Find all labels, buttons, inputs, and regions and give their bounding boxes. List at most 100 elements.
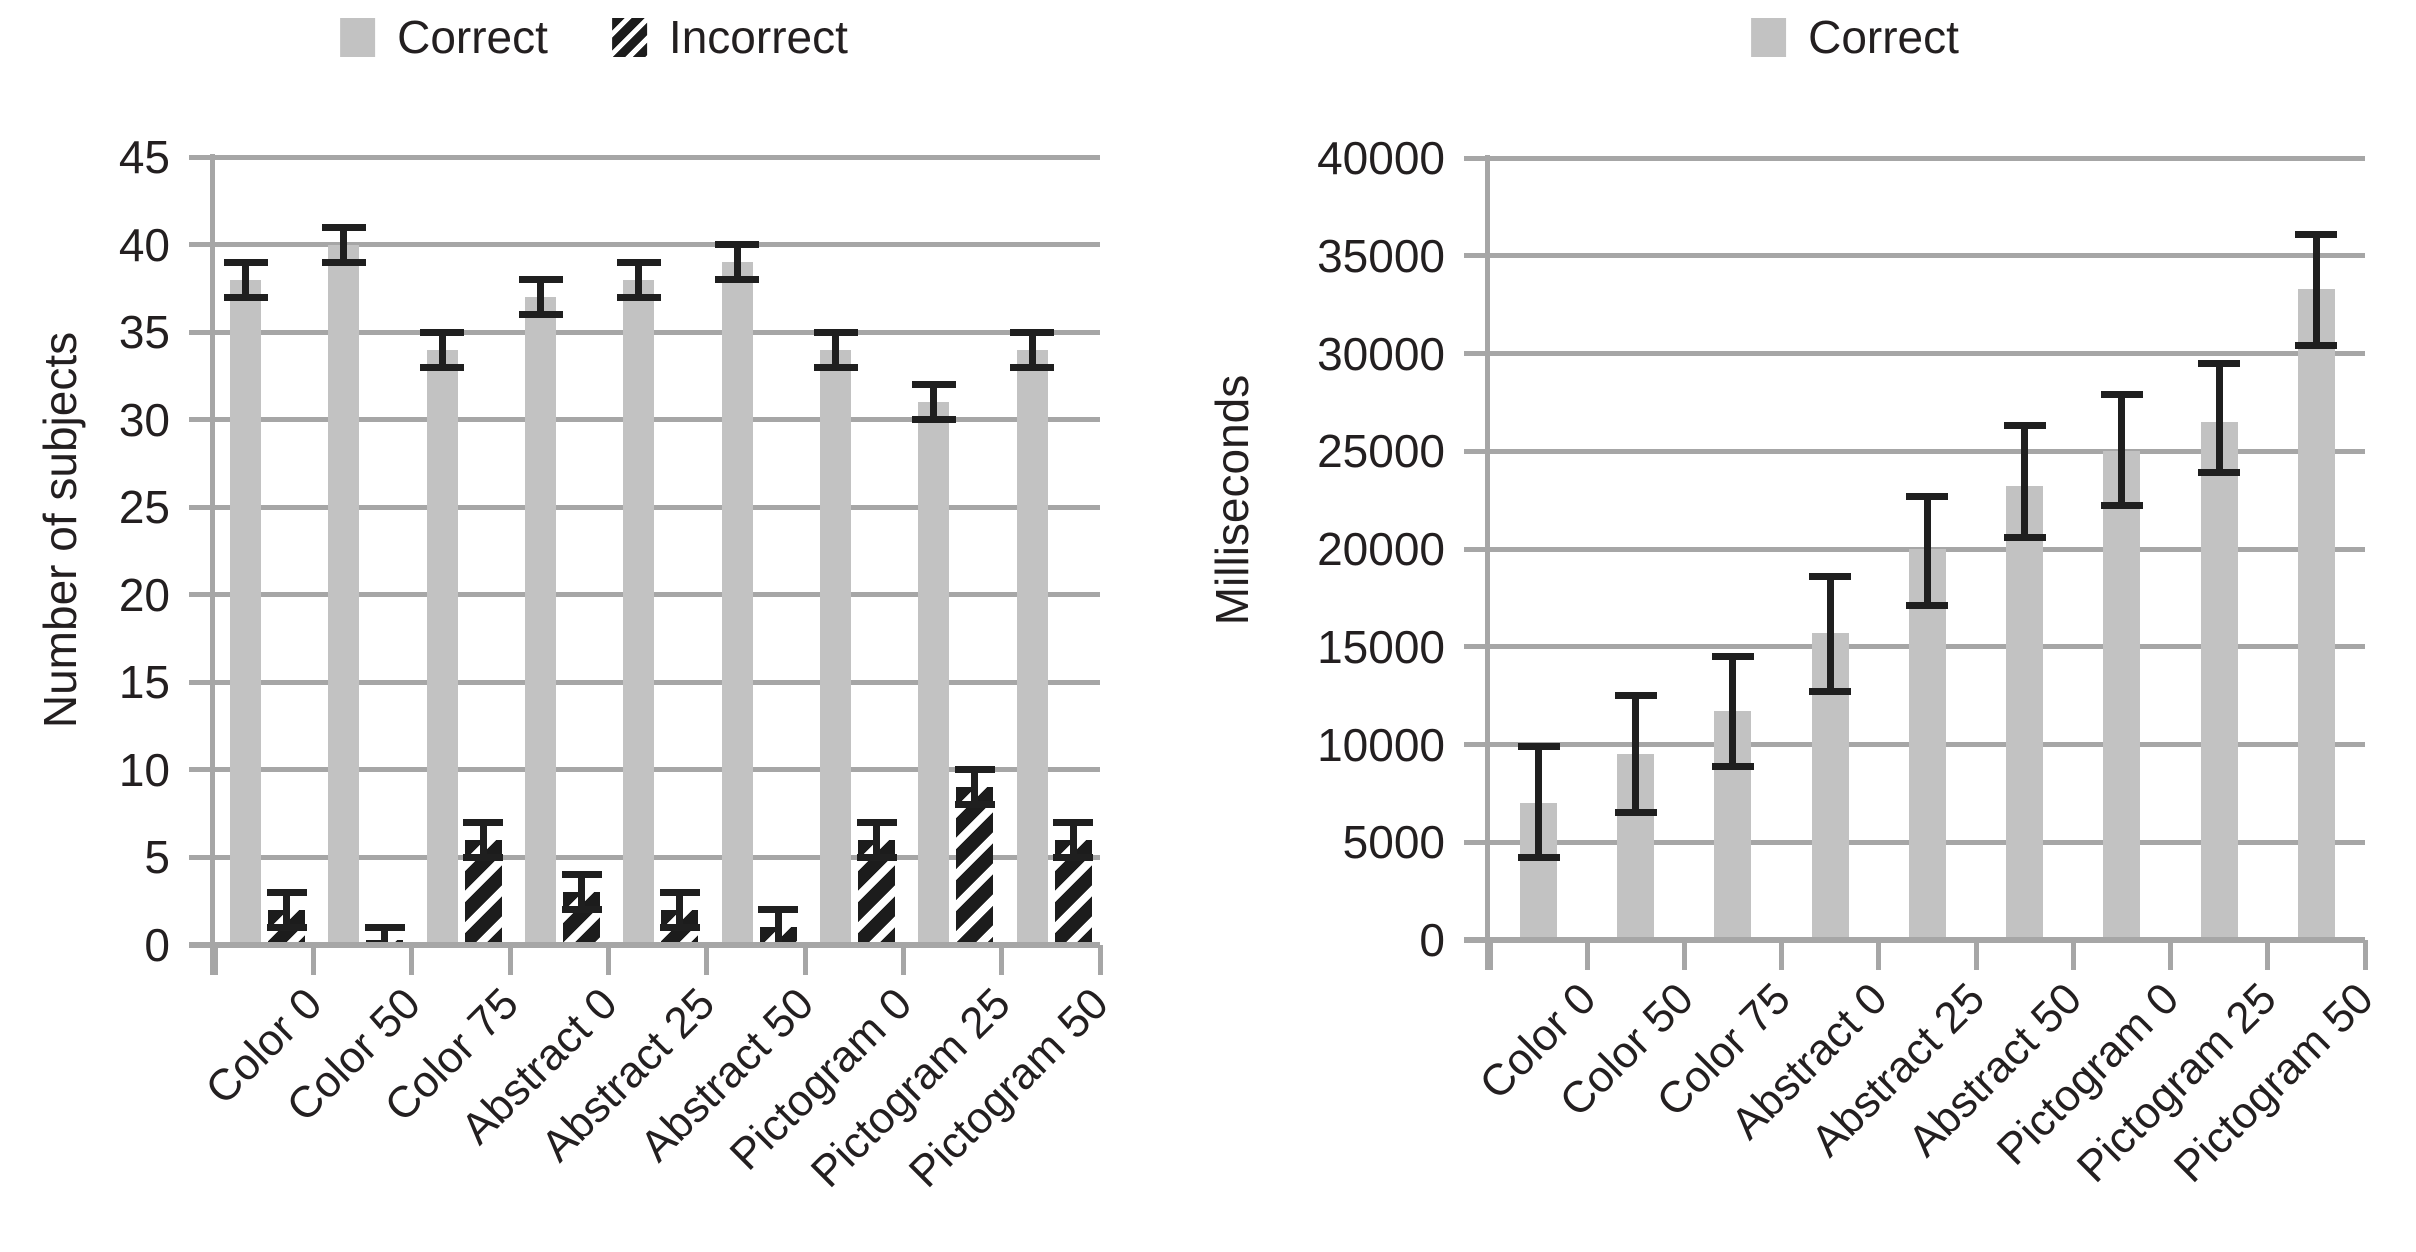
gridline [215, 679, 1100, 685]
y-tick-label: 45 [118, 131, 170, 183]
legend-label: Correct [397, 11, 548, 63]
error-bar-cap-top [1809, 572, 1852, 580]
error-bar-cap-top [321, 223, 366, 231]
x-tick-mark [2362, 940, 2368, 970]
error-bar-cap-top [1906, 492, 1949, 500]
x-tick-mark [999, 945, 1005, 975]
error-bar-cap-bottom [616, 293, 661, 301]
error-bar-cap-top [813, 328, 858, 336]
legend: Correct [1751, 14, 1959, 60]
gridline [1490, 448, 2365, 454]
y-axis-title: Number of subjects [34, 331, 86, 729]
error-bar-cap-bottom [420, 363, 465, 371]
gridline [215, 417, 1100, 423]
error-bar-cap-bottom [715, 276, 760, 284]
x-tick-mark [1973, 940, 1979, 970]
error-bar-cap-bottom [223, 293, 268, 301]
y-tick-label: 10000 [1317, 718, 1445, 771]
y-tick-mark [1464, 351, 1490, 356]
error-bar-cap-bottom [321, 258, 366, 266]
x-tick-mark [704, 945, 710, 975]
x-tick-mark [310, 945, 316, 975]
y-tick-mark [189, 417, 215, 423]
error-bar-cap-bottom [1517, 854, 1560, 862]
error-bar-cap-top [463, 818, 504, 826]
y-tick-label: 20000 [1317, 523, 1445, 575]
y-tick-mark [189, 154, 215, 160]
x-tick-mark [2265, 940, 2271, 970]
bar-correct-abstract-25 [623, 279, 655, 945]
x-tick-mark [2168, 940, 2174, 970]
y-tick-mark [1464, 253, 1490, 259]
gridline [215, 329, 1100, 335]
y-tick-mark [1464, 644, 1490, 650]
y-tick-mark [1464, 546, 1490, 552]
error-bar-cap-bottom [266, 923, 307, 931]
hatched-swatch-icon [611, 17, 647, 57]
error-bar-stem [1729, 656, 1737, 766]
error-bar-stem [1535, 746, 1542, 858]
x-tick-mark [2070, 940, 2076, 970]
error-bar-cap-bottom [911, 416, 956, 424]
error-bar-cap-bottom [1053, 853, 1094, 861]
x-tick-mark [1779, 940, 1785, 970]
x-tick-mark [212, 945, 218, 975]
error-bar-cap-bottom [813, 363, 858, 371]
x-tick-mark [1097, 945, 1103, 975]
error-bar-cap-top [2003, 422, 2046, 430]
gridline [215, 504, 1100, 510]
gridline [1490, 253, 2365, 259]
bar-correct-color-75 [426, 349, 458, 945]
error-bar-cap-bottom [1809, 688, 1852, 696]
y-tick-label: 10 [118, 743, 170, 796]
x-tick-mark [409, 945, 415, 975]
error-bar-cap-top [1517, 742, 1560, 750]
error-bar-stem [1923, 496, 1931, 606]
legend-item-correct: Correct [1751, 14, 1959, 60]
legend-label: Incorrect [668, 11, 848, 63]
error-bar-stem [340, 227, 348, 263]
bar-correct-color-50 [328, 244, 360, 945]
y-tick-mark [189, 242, 215, 248]
error-bar-cap-bottom [2198, 469, 2241, 477]
y-tick-label: 0 [144, 919, 170, 971]
error-bar-cap-bottom [2100, 502, 2143, 510]
legend-label: Correct [1808, 11, 1959, 63]
bar-incorrect-pictogram-25 [956, 787, 994, 945]
bar-correct-pictogram-50 [1016, 349, 1048, 945]
y-tick-label: 5 [144, 831, 170, 884]
error-bar-stem [578, 874, 585, 910]
y-tick-mark [189, 592, 215, 598]
legend: Correct Incorrect [340, 14, 848, 60]
legend-item-incorrect: Incorrect [611, 11, 848, 63]
error-bar-stem [930, 384, 938, 420]
error-bar-stem [971, 769, 979, 805]
error-bar-cap-top [659, 888, 700, 896]
error-bar-stem [2312, 234, 2320, 346]
y-tick-mark [189, 854, 215, 860]
error-bar-cap-top [420, 328, 465, 336]
y-tick-mark [1464, 155, 1490, 161]
error-bar-cap-bottom [1906, 602, 1949, 610]
x-tick-mark [900, 945, 906, 975]
y-tick-mark [189, 329, 215, 335]
error-bar-cap-bottom [1010, 363, 1055, 371]
y-axis-title: Milliseconds [1206, 374, 1258, 626]
error-bar-cap-bottom [463, 853, 504, 861]
bar-correct-pictogram-0 [2103, 451, 2141, 940]
error-bar-cap-bottom [2295, 342, 2338, 350]
gridline [1490, 351, 2365, 356]
y-tick-label: 0 [1419, 914, 1445, 966]
error-bar-cap-top [561, 871, 602, 879]
y-tick-label: 30 [118, 393, 170, 446]
error-bar-cap-top [954, 766, 995, 774]
y-tick-label: 5000 [1342, 816, 1445, 869]
gridline [215, 154, 1100, 160]
error-bar-stem [1826, 576, 1834, 692]
error-bar-cap-top [1010, 328, 1055, 336]
y-tick-label: 25000 [1317, 425, 1445, 478]
x-tick-mark [507, 945, 513, 975]
error-bar-cap-top [266, 888, 307, 896]
y-axis-line [210, 154, 215, 975]
